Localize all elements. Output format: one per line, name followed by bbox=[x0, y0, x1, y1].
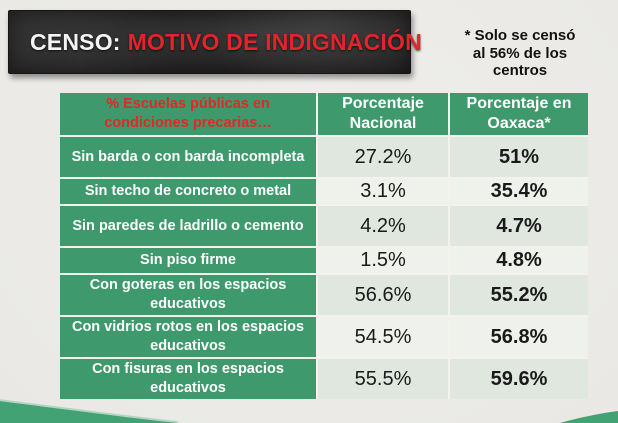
row-label: Con fisuras en los espacios educativos bbox=[60, 359, 316, 399]
value-oaxaca: 4.8% bbox=[450, 248, 588, 273]
title-banner: CENSO: MOTIVO DE INDIGNACIÓN bbox=[8, 10, 422, 74]
row-label: Con vidrios rotos en los espacios educat… bbox=[60, 317, 316, 357]
title-main: MOTIVO DE INDIGNACIÓN bbox=[127, 28, 422, 55]
value-nacional: 56.6% bbox=[318, 275, 448, 315]
row-label: Sin paredes de ladrillo o cemento bbox=[60, 206, 316, 246]
value-nacional: 1.5% bbox=[318, 248, 448, 273]
title-prefix: CENSO: bbox=[30, 28, 121, 55]
swoosh-left-wedge bbox=[0, 401, 178, 423]
census-footnote: * Solo se censó al 56% de los centros bbox=[440, 27, 600, 80]
bottom-swoosh-decoration bbox=[0, 399, 618, 423]
column-header-oaxaca: Porcentaje en Oaxaca* bbox=[450, 93, 588, 135]
value-oaxaca: 59.6% bbox=[450, 359, 588, 399]
row-label: Sin barda o con barda incompleta bbox=[60, 137, 316, 177]
value-oaxaca: 35.4% bbox=[450, 179, 588, 204]
value-nacional: 3.1% bbox=[318, 179, 448, 204]
footnote-line-1: * Solo se censó bbox=[464, 27, 576, 44]
row-label: Sin piso firme bbox=[60, 248, 316, 273]
value-oaxaca: 56.8% bbox=[450, 317, 588, 357]
value-oaxaca: 51% bbox=[450, 137, 588, 177]
column-header-condition: % Escuelas públicas en condiciones preca… bbox=[60, 93, 316, 135]
row-label: Sin techo de concreto o metal bbox=[60, 179, 316, 204]
column-header-nacional: Porcentaje Nacional bbox=[318, 93, 448, 135]
value-oaxaca: 55.2% bbox=[450, 275, 588, 315]
row-label: Con goteras en los espacios educativos bbox=[60, 275, 316, 315]
value-oaxaca: 4.7% bbox=[450, 206, 588, 246]
value-nacional: 54.5% bbox=[318, 317, 448, 357]
value-nacional: 27.2% bbox=[318, 137, 448, 177]
census-table: % Escuelas públicas en condiciones preca… bbox=[60, 93, 588, 399]
value-nacional: 4.2% bbox=[318, 206, 448, 246]
swoosh-left-highlight bbox=[0, 399, 179, 423]
footnote-line-2: al 56% de los bbox=[472, 44, 568, 62]
page-title: CENSO: MOTIVO DE INDIGNACIÓN bbox=[9, 11, 422, 73]
footnote-line-3: centros bbox=[492, 62, 548, 80]
value-nacional: 55.5% bbox=[318, 359, 448, 399]
swoosh-right-wedge bbox=[560, 411, 618, 423]
